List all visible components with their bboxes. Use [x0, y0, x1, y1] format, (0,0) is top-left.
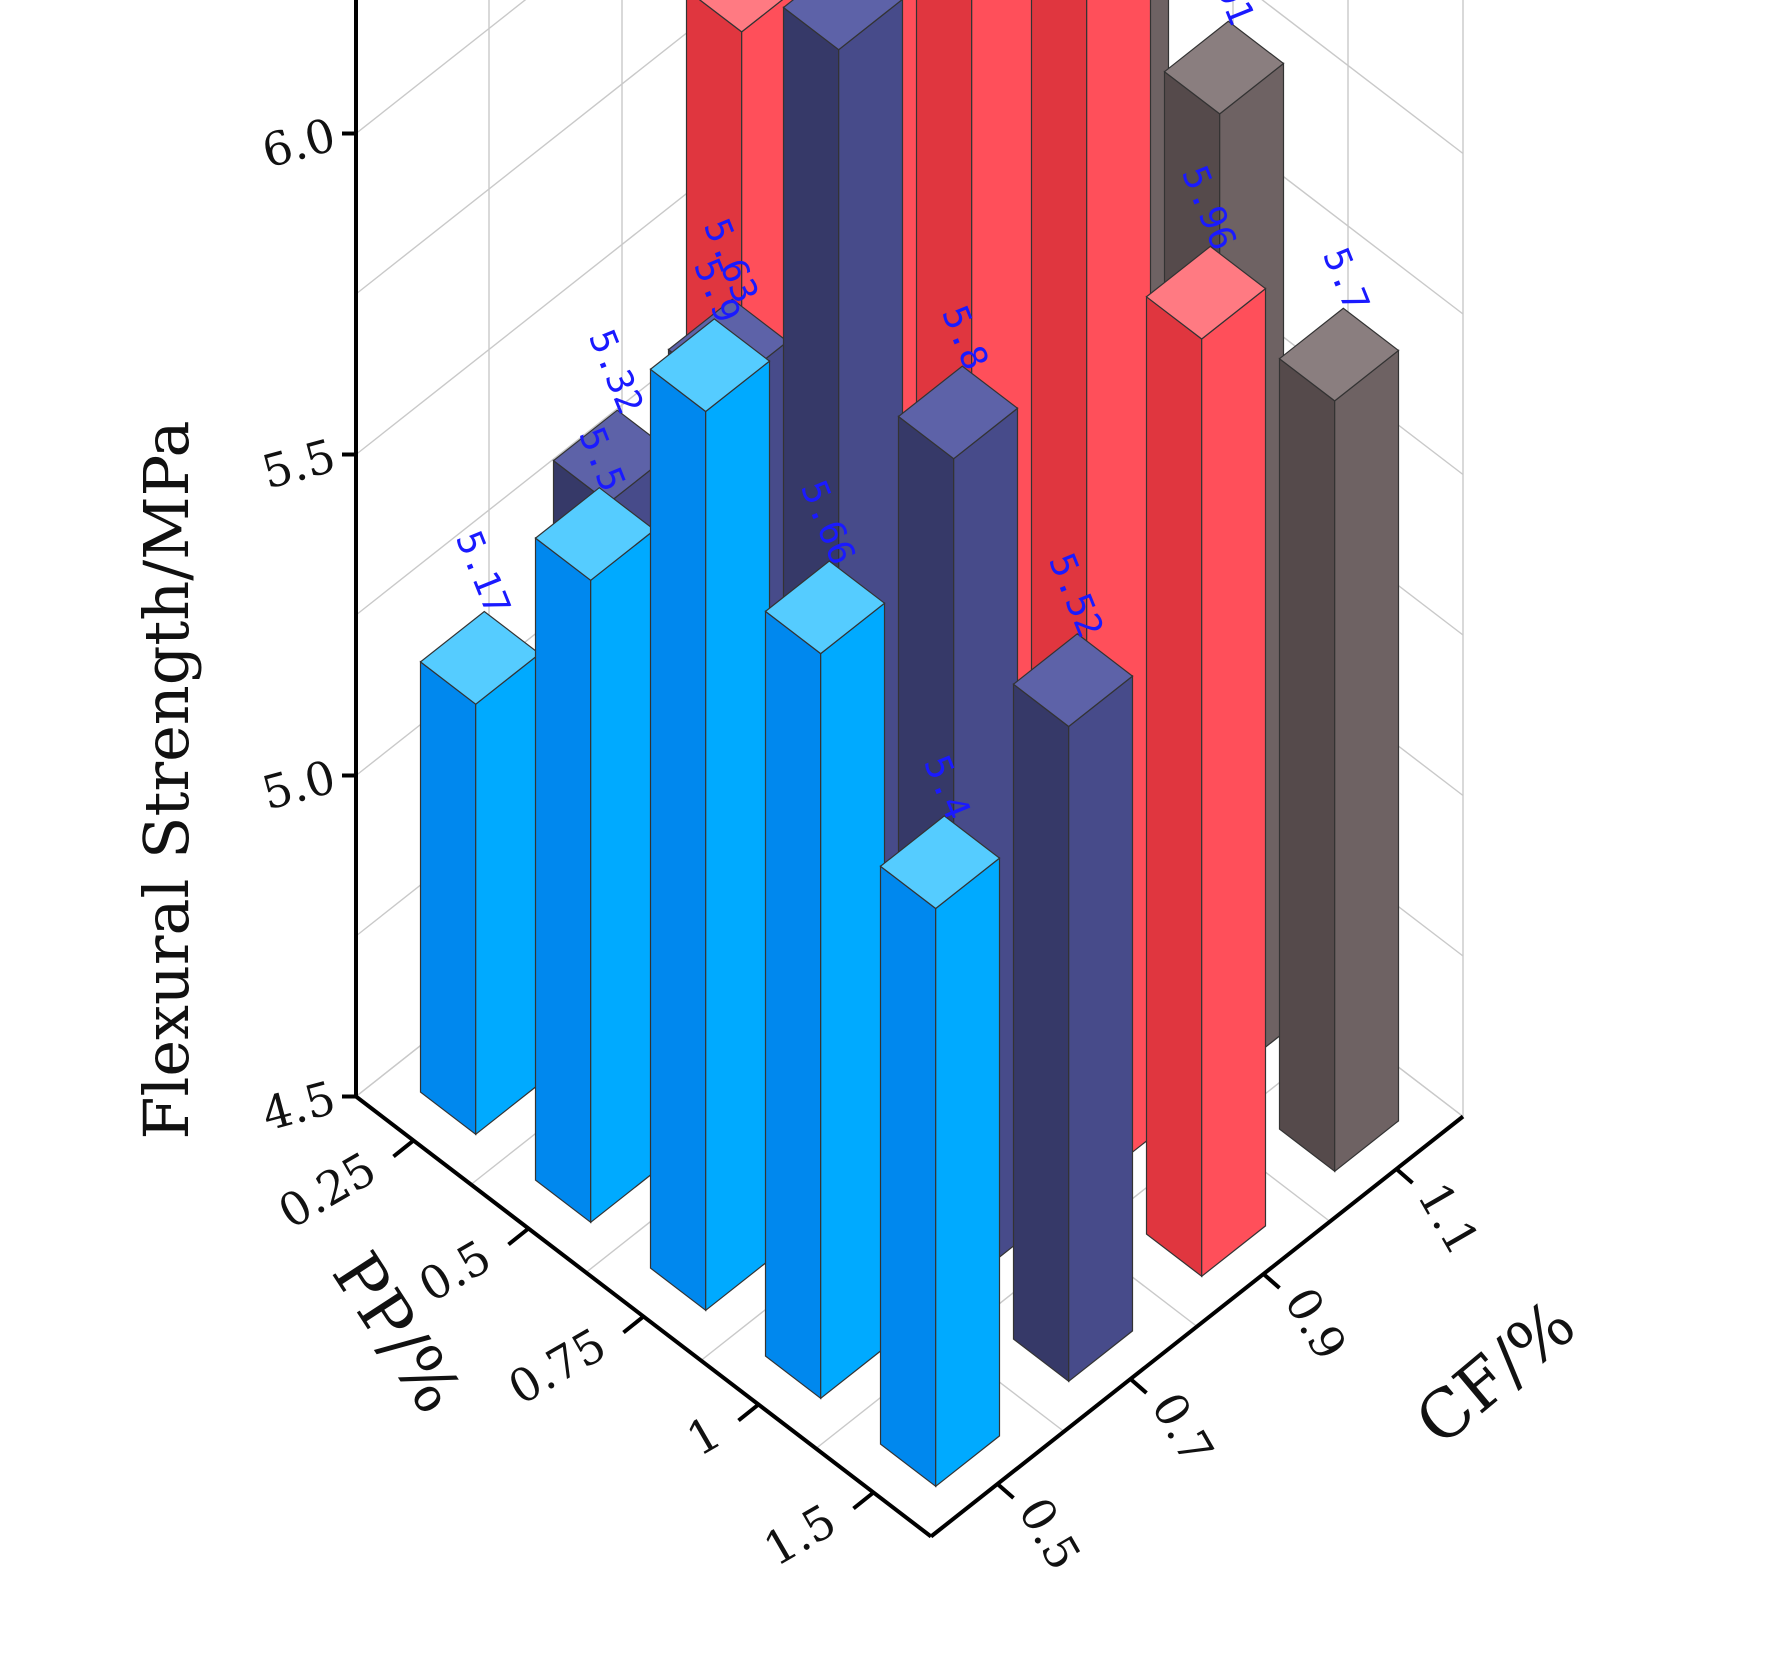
bar-top-face — [1012, 633, 1134, 728]
pp-tick-mark — [392, 1138, 415, 1159]
pp-tick-label: 0.25 — [269, 1141, 385, 1239]
cf-axis-line — [929, 1114, 1465, 1539]
bar-side-face — [1012, 682, 1070, 1383]
z-tick-label: 4.5 — [256, 1070, 341, 1141]
bar-pp1.5-cf0.5 — [879, 815, 1001, 1488]
cf-tick-label: 1.1 — [1407, 1174, 1490, 1264]
bar-pp1.5-cf0.7 — [1012, 633, 1134, 1383]
pp-tick-mark — [507, 1226, 530, 1247]
bar-top-face — [764, 560, 886, 655]
pp-tick-mark — [852, 1490, 875, 1511]
cf-tick-mark — [1262, 1272, 1281, 1290]
bar-front-face — [820, 601, 886, 1400]
bar-top-face — [419, 610, 541, 705]
bar-front-face — [1068, 674, 1134, 1383]
bar-pp0.25-cf0.5 — [419, 610, 541, 1136]
bar-value-label: 5.77 — [961, 0, 1031, 9]
z-axis-title: Flexural Strength/MPa — [130, 420, 203, 1139]
axes-layer — [342, 0, 1465, 1539]
bar-front-face — [475, 652, 541, 1136]
cf-tick-label: 0.5 — [1008, 1489, 1091, 1579]
bar-front-face — [1334, 349, 1400, 1173]
bar-side-face — [419, 660, 477, 1136]
cf-tick-mark — [996, 1482, 1015, 1500]
z-tick-label: 6.0 — [256, 107, 341, 178]
cf-tick-label: 0.7 — [1141, 1384, 1224, 1474]
gridline-right-wall — [1261, 0, 1464, 155]
bar-front-face — [1201, 287, 1267, 1278]
cf-tick-label: 0.9 — [1274, 1279, 1357, 1369]
gridline-left-wall — [355, 0, 527, 135]
bar-value-label: 5.17 — [447, 525, 517, 621]
cf-tick-mark — [1395, 1167, 1414, 1185]
bar-top-face — [1278, 307, 1400, 402]
bar-side-face — [1278, 357, 1336, 1173]
cf-tick-mark — [1129, 1377, 1148, 1395]
bar-side-face — [1145, 295, 1203, 1278]
bar-front-face — [705, 359, 771, 1312]
bar-value-label: 5.7 — [1314, 242, 1376, 318]
bar-top-face — [782, 0, 903, 51]
z-tick-label: 5.0 — [256, 749, 341, 820]
bars-layer — [419, 0, 1400, 1488]
z-tick-label: 5.5 — [256, 428, 341, 499]
bar-front-face — [590, 528, 656, 1224]
bar-top-face — [698, 0, 784, 33]
pp-tick-label: 1.5 — [755, 1493, 845, 1576]
bar-side-face — [649, 368, 707, 1312]
bar-top-face — [1163, 20, 1285, 115]
bar-pp1.5-cf0.9 — [1145, 245, 1267, 1278]
bar-value-label: 5.32 — [580, 324, 650, 420]
pp-tick-mark — [737, 1402, 760, 1423]
bar-top-face — [1145, 245, 1267, 340]
pp-tick-mark — [622, 1314, 645, 1335]
bar-pp1-cf0.5 — [764, 560, 886, 1400]
bar-top-face — [879, 815, 1001, 910]
bar-pp0.75-cf0.5 — [649, 318, 771, 1312]
bar-top-face — [649, 318, 771, 413]
pp-tick-label: 1 — [678, 1405, 730, 1466]
bar-side-face — [534, 536, 592, 1224]
bar-top-face — [534, 486, 656, 582]
pp-tick-label: 0.75 — [499, 1317, 615, 1415]
bar-front-face — [935, 856, 1001, 1488]
pp-tick-label: 0.5 — [410, 1229, 500, 1312]
bar-value-label: 6.01 — [1191, 0, 1261, 31]
bar-pp0.5-cf0.5 — [534, 486, 656, 1224]
bar-top-face — [897, 365, 1019, 460]
y-axis-title: CF/% — [1401, 1285, 1589, 1460]
bar-side-face — [879, 865, 937, 1488]
bar-side-face — [764, 610, 822, 1400]
bar-pp1.5-cf1.1 — [1278, 307, 1400, 1173]
